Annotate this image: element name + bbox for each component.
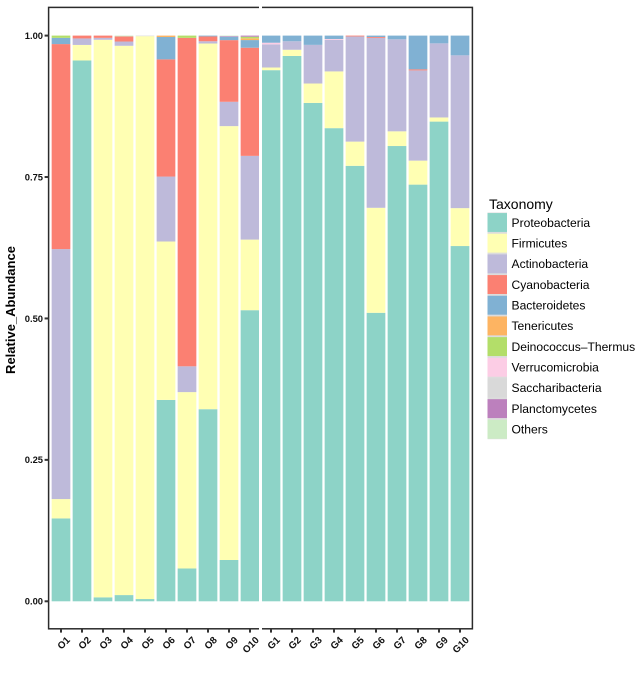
svg-text:Proteobacteria: Proteobacteria <box>512 216 591 230</box>
svg-text:Saccharibacteria: Saccharibacteria <box>512 381 602 395</box>
svg-text:Planctomycetes: Planctomycetes <box>512 402 597 416</box>
svg-text:0.75: 0.75 <box>25 171 43 182</box>
svg-text:Firmicutes: Firmicutes <box>512 236 568 250</box>
svg-text:1.00: 1.00 <box>25 30 43 41</box>
svg-text:Taxonomy: Taxonomy <box>489 196 553 212</box>
svg-text:Verrucomicrobia: Verrucomicrobia <box>512 361 600 375</box>
svg-text:0.25: 0.25 <box>25 454 43 465</box>
svg-text:Actinobacteria: Actinobacteria <box>512 257 589 271</box>
svg-text:Cyanobacteria: Cyanobacteria <box>512 278 590 292</box>
svg-text:Bacteroidetes: Bacteroidetes <box>512 299 586 313</box>
svg-text:0.00: 0.00 <box>25 596 43 607</box>
svg-text:Tenericutes: Tenericutes <box>512 319 574 333</box>
svg-text:Deinococcus–Thermus: Deinococcus–Thermus <box>512 340 636 354</box>
svg-text:Relative_Abundance: Relative_Abundance <box>3 246 18 374</box>
svg-text:Others: Others <box>512 423 548 437</box>
svg-text:0.50: 0.50 <box>25 313 43 324</box>
